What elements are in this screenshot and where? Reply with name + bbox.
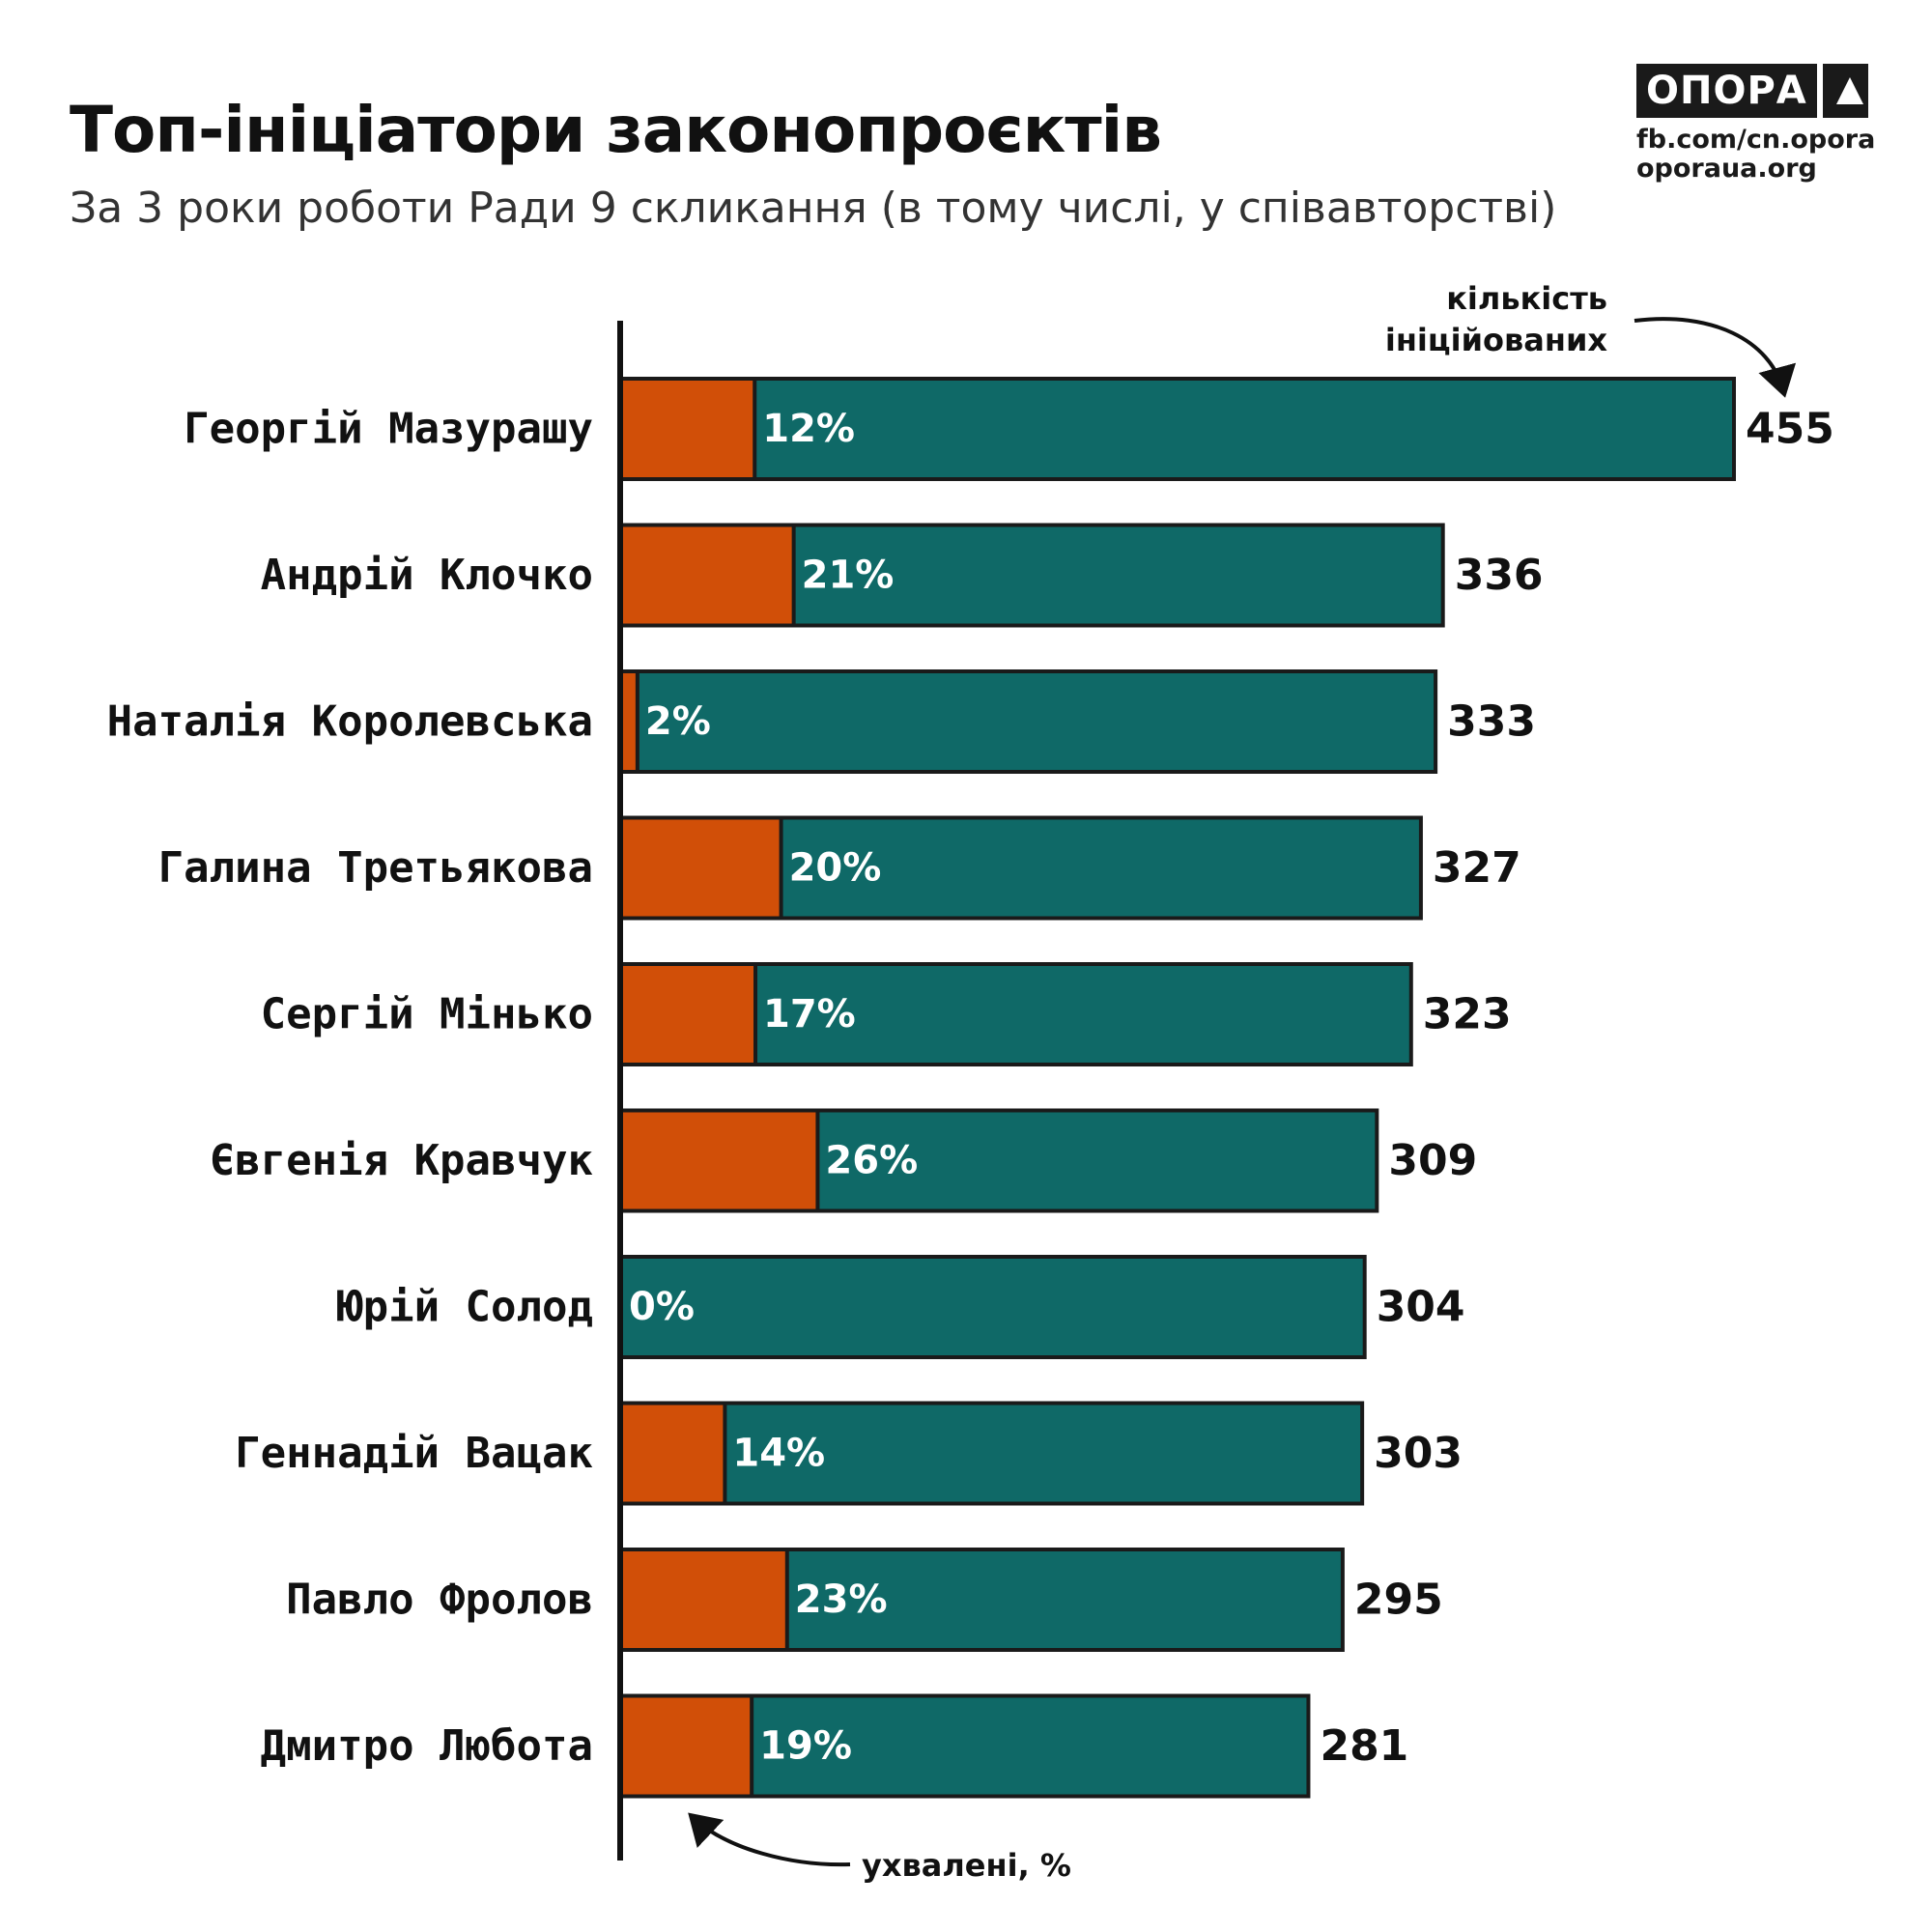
approved-percent-label: 2% <box>645 699 711 744</box>
triangle-icon <box>1823 64 1868 118</box>
bar-row: Георгій Мазурашу 12% 455 <box>184 377 1834 481</box>
bar-approved <box>619 962 758 1066</box>
bar-row: Євгенія Кравчук 26% 309 <box>210 1108 1477 1213</box>
total-value-label: 323 <box>1423 990 1512 1039</box>
category-label: Дмитро Любота <box>261 1721 593 1771</box>
total-value-label: 327 <box>1433 843 1521 893</box>
annotation-total: кількість ініційованих <box>1385 280 1797 398</box>
category-label: Геннадій Вацак <box>235 1429 593 1478</box>
bar-row: Геннадій Вацак 14% 303 <box>235 1401 1463 1506</box>
approved-percent-label: 20% <box>789 846 882 891</box>
annotation-total-arrow <box>1634 317 1797 398</box>
bar-total <box>619 669 1438 774</box>
facebook-link[interactable]: fb.com/cn.opora <box>1636 125 1876 155</box>
total-value-label: 295 <box>1354 1576 1443 1625</box>
category-label: Павло Фролов <box>286 1576 593 1625</box>
approved-percent-label: 19% <box>759 1724 852 1769</box>
bar-total <box>619 377 1736 481</box>
bar-total <box>619 1255 1367 1359</box>
approved-percent-label: 17% <box>763 992 856 1037</box>
total-value-label: 333 <box>1447 697 1536 747</box>
bar-row: Сергій Мінько 17% 323 <box>261 962 1512 1066</box>
category-label: Андрій Клочко <box>261 551 593 600</box>
annotation-total-line1: кількість <box>1446 280 1607 317</box>
total-value-label: 336 <box>1455 551 1544 600</box>
category-label: Наталія Королевська <box>107 697 593 747</box>
approved-percent-label: 23% <box>795 1577 888 1622</box>
bar-row: Наталія Королевська 2% 333 <box>107 669 1536 774</box>
category-label: Юрій Солод <box>337 1283 593 1332</box>
bar-row: Павло Фролов 23% 295 <box>286 1548 1443 1652</box>
total-value-label: 455 <box>1746 405 1834 454</box>
bar-approved <box>619 669 639 774</box>
chart-subtitle: За 3 роки роботи Ради 9 скликання (в том… <box>70 184 1557 233</box>
category-label: Євгенія Кравчук <box>210 1136 593 1185</box>
bar-approved <box>619 1693 754 1799</box>
bar-row: Галина Третьякова 20% 327 <box>158 815 1521 921</box>
chart-title: Топ-ініціатори законопроєктів <box>70 93 1162 167</box>
annotation-approved: ухвалені, % <box>688 1812 1071 1884</box>
total-value-label: 281 <box>1320 1721 1408 1771</box>
annotation-approved-text: ухвалені, % <box>862 1847 1071 1884</box>
brand-block: ОПОРА fb.com/cn.opora oporaua.org <box>1636 64 1876 184</box>
total-value-label: 304 <box>1377 1283 1465 1332</box>
bar-total <box>619 1401 1365 1506</box>
approved-percent-label: 12% <box>762 407 855 451</box>
bar-approved <box>619 1548 789 1652</box>
total-value-label: 309 <box>1388 1136 1477 1185</box>
approved-percent-label: 21% <box>802 554 895 598</box>
bar-approved <box>619 377 757 481</box>
bar-approved <box>619 1401 727 1506</box>
bar-row: Андрій Клочко 21% 336 <box>261 523 1544 628</box>
logo-text: ОПОРА <box>1636 64 1817 118</box>
bar-approved <box>619 523 796 628</box>
approved-percent-label: 14% <box>732 1432 825 1476</box>
opora-logo: ОПОРА <box>1636 64 1868 118</box>
bar-row: Дмитро Любота 19% 281 <box>261 1693 1408 1799</box>
bar-row: Юрій Солод 0% 304 <box>337 1255 1465 1359</box>
logo-gap <box>1816 64 1824 118</box>
website-link[interactable]: oporaua.org <box>1636 154 1817 184</box>
annotation-approved-arrow <box>688 1812 851 1867</box>
approved-percent-label: 26% <box>825 1139 918 1183</box>
category-label: Сергій Мінько <box>261 990 593 1039</box>
bars-layer: Георгій Мазурашу 12% 455 Андрій Клочко 21% 33… <box>107 377 1834 1799</box>
annotation-total-line2: ініційованих <box>1385 322 1608 358</box>
approved-percent-label: 0% <box>629 1285 695 1329</box>
category-label: Галина Третьякова <box>158 843 593 893</box>
category-label: Георгій Мазурашу <box>184 405 593 454</box>
bar-approved <box>619 815 783 921</box>
bar-approved <box>619 1108 820 1213</box>
total-value-label: 303 <box>1374 1429 1463 1478</box>
